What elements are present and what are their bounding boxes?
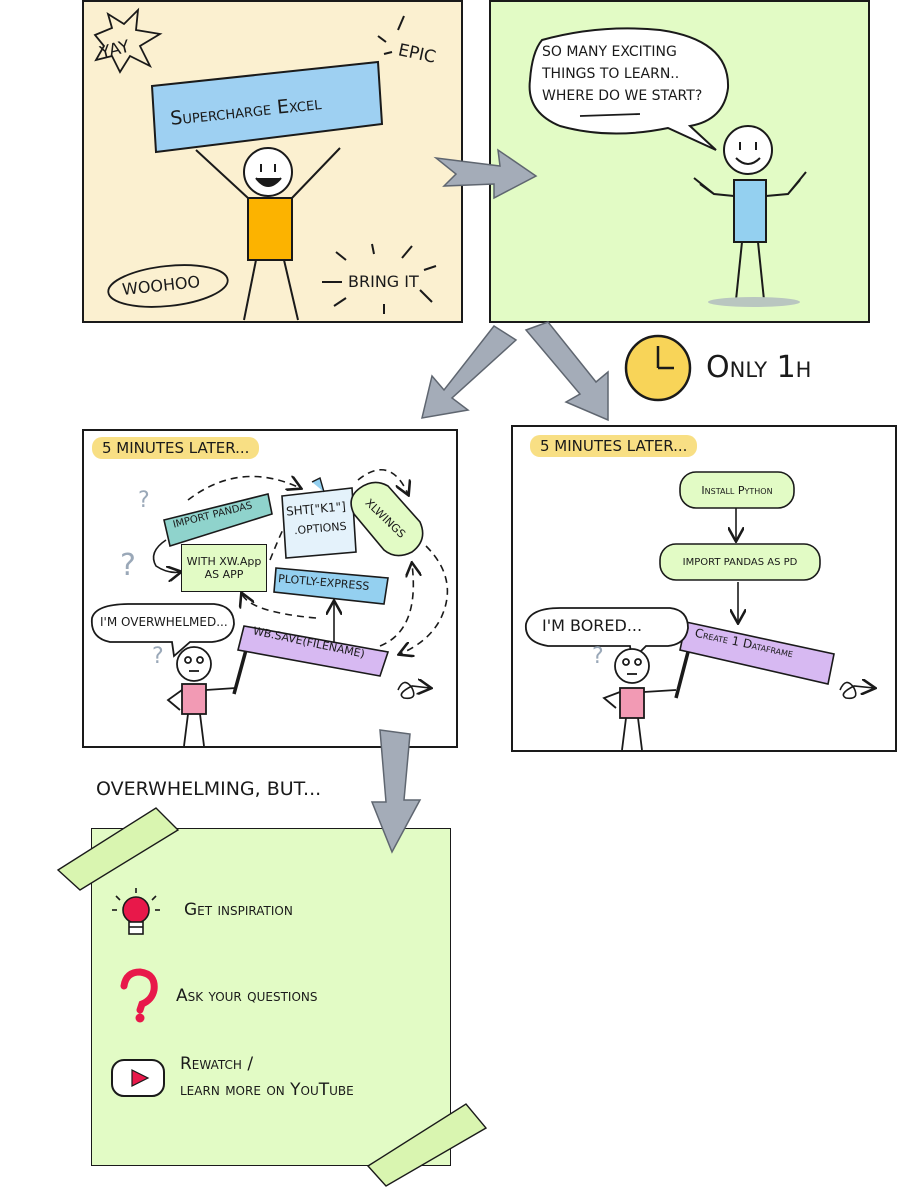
box-with-xw-line-1: WITH XW.App — [186, 555, 262, 568]
only-1h-label: Only 1h — [706, 350, 812, 385]
arrow-panel1-to-panel2 — [433, 148, 538, 200]
supercharge-banner — [150, 60, 384, 154]
speech-line-3: WHERE DO WE START? — [542, 88, 703, 104]
bring-it-text: BRING IT — [348, 272, 419, 291]
speech-bored: I'M BORED... — [542, 616, 643, 635]
arrow-to-panel3 — [421, 325, 518, 419]
speech-bubble-bored — [525, 607, 689, 662]
question-mark-3: ? — [152, 644, 164, 669]
woohoo-oval — [107, 264, 229, 308]
note-item-inspiration: Get inspiration — [184, 900, 293, 920]
tag-import-pandas-shape — [163, 493, 273, 548]
note-item-questions: Ask your questions — [176, 986, 318, 1006]
note-item-rewatch-line-2: learn more on YouTube — [180, 1080, 354, 1100]
speech-bubble-overwhelmed — [90, 603, 235, 658]
dashed-flow-arrows — [187, 469, 449, 654]
tape-top-left — [56, 807, 180, 891]
speech-overwhelmed: I'M OVERWHELMED... — [100, 615, 228, 629]
arrow-down-to-note — [370, 729, 422, 854]
note-item-rewatch-line-1: Rewatch / — [180, 1054, 254, 1074]
figure-shrugging — [693, 125, 807, 303]
tag-xlwings-shape — [350, 481, 424, 557]
tape-bottom-right — [366, 1103, 488, 1187]
yay-burst-icon — [93, 7, 163, 74]
figure-happy-holding-banner — [195, 147, 341, 321]
panel4-header: 5 MINUTES LATER... — [530, 435, 698, 457]
solid-flow-arrows — [152, 539, 334, 642]
clock-icon — [624, 334, 692, 402]
note-sht-options — [281, 476, 357, 559]
flow-boxes-panel4 — [659, 471, 821, 622]
epic-spark-lines — [377, 15, 405, 55]
youtube-play-icon — [111, 1059, 165, 1097]
overwhelming-label: OVERWHELMING, BUT... — [96, 778, 322, 800]
shadow — [708, 297, 800, 307]
box-with-xw-line-2: AS APP — [204, 568, 244, 581]
step-import-pandas: IMPORT PANDAS AS PD — [682, 556, 798, 568]
tag-plotly-shape — [273, 567, 389, 605]
bring-it-lines — [322, 243, 437, 314]
sign-wb-save — [232, 625, 430, 700]
question-mark-2: ? — [120, 548, 136, 583]
lightbulb-icon — [112, 888, 160, 935]
speech-bubble-panel2 — [528, 27, 730, 151]
question-mark-icon — [120, 968, 158, 1023]
speech-line-1: SO MANY EXCITING — [542, 44, 677, 60]
speech-line-2: THINGS TO LEARN.. — [542, 66, 680, 82]
panel3-header: 5 MINUTES LATER... — [92, 437, 260, 459]
figure-bored — [602, 648, 677, 751]
figure-overwhelmed — [166, 646, 237, 747]
box-with-xw: WITH XW.App AS APP — [181, 544, 267, 592]
step-install-python: Install Python — [701, 483, 773, 497]
panel-overwhelmed — [82, 429, 458, 748]
question-mark-1: ? — [138, 488, 150, 513]
question-mark-panel4: ? — [592, 644, 604, 669]
arrow-to-panel4 — [524, 321, 609, 422]
